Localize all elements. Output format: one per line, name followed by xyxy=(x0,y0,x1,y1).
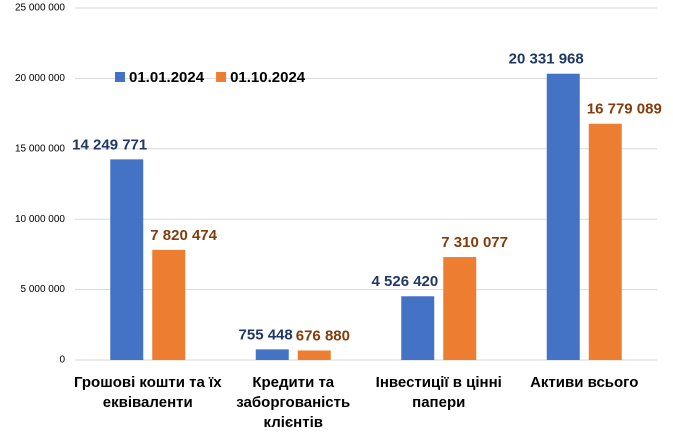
y-tick-label: 25 000 000 xyxy=(15,3,65,14)
y-tick-label: 5 000 000 xyxy=(21,284,66,295)
data-label: 4 526 420 xyxy=(372,273,439,290)
data-label: 7 820 474 xyxy=(150,227,217,244)
legend-swatch xyxy=(216,72,227,82)
legend-label: 01.10.2024 xyxy=(230,69,306,86)
y-tick-label: 15 000 000 xyxy=(15,143,65,154)
y-tick-label: 20 000 000 xyxy=(15,73,65,84)
bar xyxy=(588,123,622,360)
bar xyxy=(443,257,477,360)
bar xyxy=(297,350,331,360)
y-tick-label: 10 000 000 xyxy=(15,214,65,225)
data-label: 7 310 077 xyxy=(441,234,508,251)
x-tick-label: Активи всього xyxy=(530,374,639,391)
data-label: 14 249 771 xyxy=(72,136,147,153)
x-tick-label: Грошові кошти та їх еквіваленти xyxy=(73,374,222,411)
bar xyxy=(546,73,580,360)
bar xyxy=(152,249,186,360)
data-label: 755 448 xyxy=(239,326,293,343)
data-label: 16 779 089 xyxy=(587,101,662,118)
legend-swatch xyxy=(115,72,125,82)
x-tick-label: Кредити та заборгованість клієнтів xyxy=(236,374,351,431)
data-label: 20 331 968 xyxy=(509,51,584,68)
y-tick-label: 0 xyxy=(59,355,65,366)
x-tick-label: Інвестиції в цінні папери xyxy=(375,374,502,411)
bar xyxy=(401,296,435,360)
bar xyxy=(255,349,289,360)
bar xyxy=(110,159,144,360)
legend-label: 01.01.2024 xyxy=(129,69,205,86)
data-label: 676 880 xyxy=(296,327,350,344)
